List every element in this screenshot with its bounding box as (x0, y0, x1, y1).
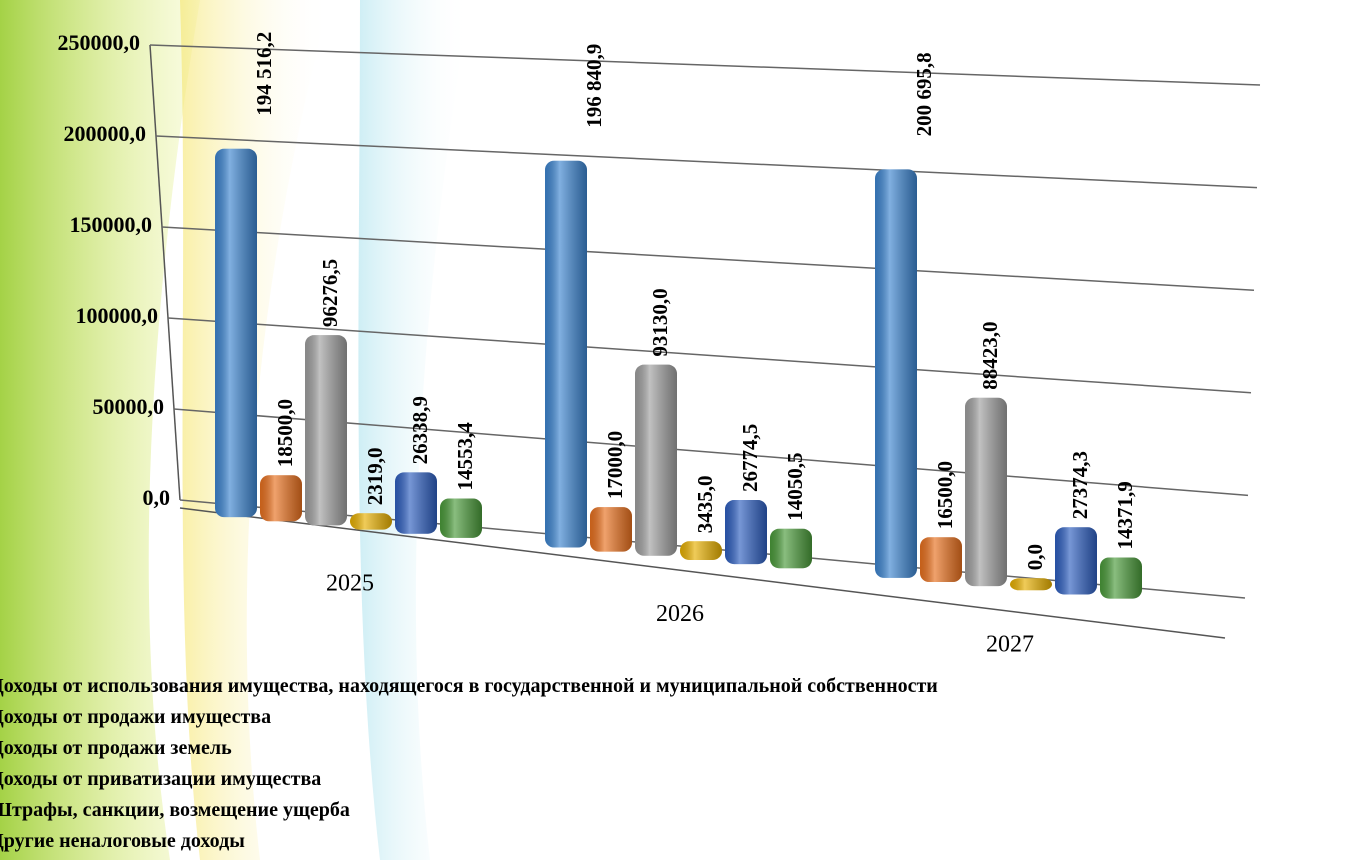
x-tick-label: 2025 (326, 571, 374, 597)
legend-label: Доходы от продажи имущества (0, 706, 271, 728)
y-tick-label: 0,0 (143, 485, 171, 510)
bar-shade (635, 365, 677, 556)
value-label: 18500,0 (273, 399, 297, 467)
y-tick-label: 150000,0 (70, 212, 153, 237)
bar-shade (350, 513, 392, 529)
value-label: 17000,0 (603, 431, 627, 499)
x-tick-label: 2027 (986, 631, 1034, 657)
y-tick-label: 50000,0 (93, 394, 165, 419)
bar-shade (305, 335, 347, 525)
y-tick-label: 100000,0 (76, 303, 159, 328)
legend-label: Доходы от приватизации имущества (0, 768, 321, 790)
legend-label: Доходы от продажи земель (0, 737, 232, 759)
bar-shade (1010, 578, 1052, 590)
value-label: 93130,0 (648, 288, 672, 356)
chart: 0,0 50000,0 100000,0 150000,0 200000,0 250000… (0, 0, 1351, 860)
value-label: 0,0 (1023, 544, 1047, 570)
value-label: 200 695,8 (912, 52, 936, 136)
value-label: 16500,0 (933, 461, 957, 529)
bar-shade (215, 149, 257, 517)
bar-shade (545, 161, 587, 548)
grid-line (156, 136, 1257, 188)
legend-label: Доходы от использования имущества, наход… (0, 675, 938, 697)
bar-shade (875, 169, 917, 578)
bar-shade (725, 500, 767, 564)
value-label: 88423,0 (978, 321, 1002, 389)
bar-shade (1100, 557, 1142, 598)
y-tick-label: 250000,0 (58, 30, 141, 55)
value-label: 27374,3 (1068, 451, 1092, 519)
value-label: 2319,0 (363, 448, 387, 506)
y-tick-label: 200000,0 (64, 121, 147, 146)
legend-label: Другие неналоговые доходы (0, 830, 245, 852)
value-label: 194 516,2 (252, 32, 276, 116)
bar-shade (680, 541, 722, 560)
value-label: 26774,5 (738, 424, 762, 492)
grid-line (150, 45, 1260, 85)
bar-shade (770, 529, 812, 568)
bar-shade (260, 475, 302, 521)
value-label: 14371,9 (1113, 481, 1137, 549)
x-tick-label: 2026 (656, 601, 704, 627)
legend-label: Штрафы, санкции, возмещение ущерба (0, 799, 350, 821)
value-label: 3435,0 (693, 476, 717, 534)
value-label: 26338,9 (408, 396, 432, 464)
bar-shade (920, 537, 962, 582)
bar-shade (965, 398, 1007, 586)
bar-shade (1055, 527, 1097, 594)
bar-shade (395, 472, 437, 533)
value-label: 14553,4 (453, 422, 477, 491)
bar-shade (440, 498, 482, 537)
value-label: 96276,5 (318, 259, 342, 327)
value-label: 14050,5 (783, 453, 807, 521)
value-label: 196 840,9 (582, 44, 606, 128)
bar-shade (590, 507, 632, 552)
